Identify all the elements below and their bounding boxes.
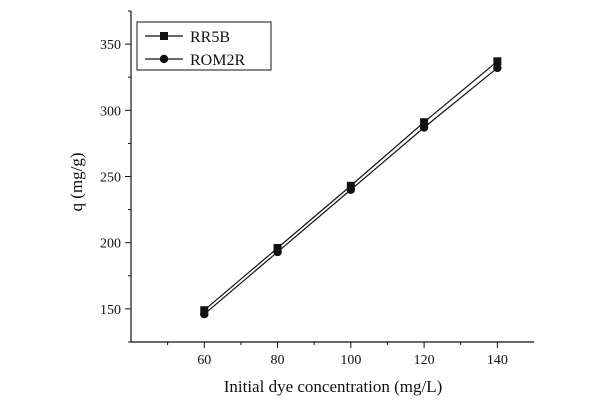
data-point-rom2r [419, 123, 429, 132]
y-axis-label: q (mg/g) [67, 152, 86, 211]
series-layer [200, 57, 502, 319]
data-point-rom2r [273, 247, 282, 257]
ticks: 60 80 100 120 140 150 200 250 300 350 [100, 10, 508, 368]
data-point-rom2r [493, 63, 502, 73]
legend-label-rr5b: RR5B [190, 29, 230, 46]
y-tick-label: 350 [100, 38, 121, 53]
y-tick-label: 300 [100, 104, 121, 119]
x-axis-label: Initial dye concentration (mg/L) [224, 377, 443, 396]
legend-marker-rom2r [159, 54, 169, 64]
data-point-rr5b [420, 118, 429, 127]
y-tick-label: 200 [100, 237, 121, 252]
legend: RR5B ROM2R [136, 21, 272, 71]
data-point-rom2r [200, 309, 209, 319]
x-tick-label: 140 [487, 353, 508, 368]
legend-box [136, 21, 272, 71]
legend-marker-rr5b [160, 32, 168, 40]
data-point-rom2r [346, 185, 356, 194]
y-tick-label: 150 [100, 303, 121, 318]
legend-label-rom2r: ROM2R [190, 52, 245, 69]
data-point-rr5b [493, 57, 502, 66]
x-tick-label: 120 [414, 353, 435, 368]
series-rom2r [200, 63, 502, 319]
x-tick-label: 100 [340, 353, 361, 368]
x-tick-label: 60 [197, 353, 211, 368]
x-tick-label: 80 [271, 353, 285, 368]
y-tick-label: 250 [100, 171, 121, 186]
